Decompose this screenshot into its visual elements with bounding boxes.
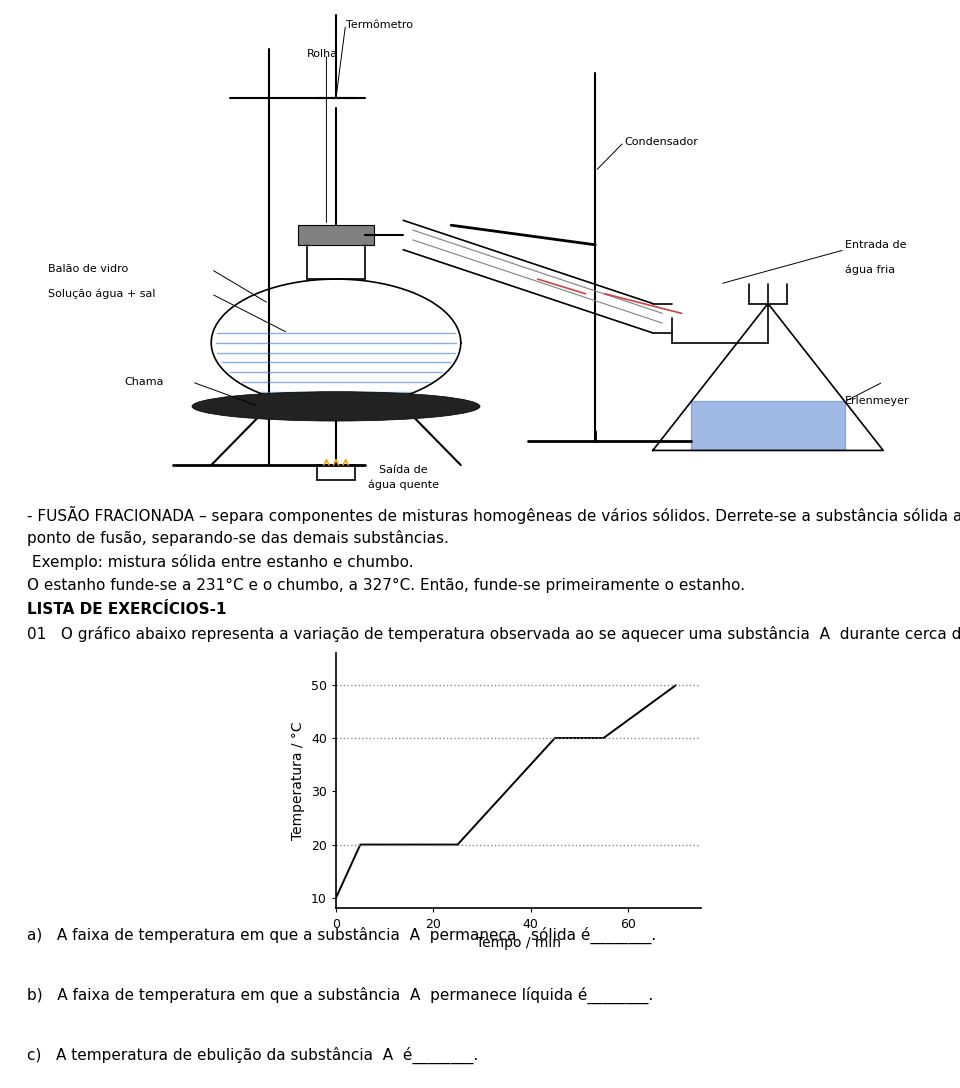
Text: Saída de: Saída de: [379, 465, 427, 474]
Text: Termômetro: Termômetro: [346, 20, 413, 29]
Text: Solução água + sal: Solução água + sal: [48, 288, 156, 299]
Text: b)   A faixa de temperatura em que a substância  A  permanece líquida é________.: b) A faixa de temperatura em que a subst…: [27, 987, 653, 1004]
Text: O estanho funde-se a 231°C e o chumbo, a 327°C. Então, funde-se primeiramente o : O estanho funde-se a 231°C e o chumbo, a…: [27, 578, 745, 593]
X-axis label: Tempo / min: Tempo / min: [476, 936, 561, 950]
Text: LISTA DE EXERCÍCIOS-1: LISTA DE EXERCÍCIOS-1: [27, 602, 227, 617]
Text: c)   A temperatura de ebulição da substância  A  é________.: c) A temperatura de ebulição da substânc…: [27, 1047, 478, 1064]
Ellipse shape: [192, 392, 480, 421]
Text: Entrada de: Entrada de: [845, 239, 906, 250]
Text: Exemplo: mistura sólida entre estanho e chumbo.: Exemplo: mistura sólida entre estanho e …: [27, 554, 414, 570]
Text: Chama: Chama: [125, 376, 164, 387]
Text: 01   O gráfico abaixo representa a variação de temperatura observada ao se aquec: 01 O gráfico abaixo representa a variaçã…: [27, 626, 960, 642]
Text: a)   A faixa de temperatura em que a substância  A  permaneca   sólida é________: a) A faixa de temperatura em que a subst…: [27, 927, 656, 944]
Text: ponto de fusão, separando-se das demais substâncias.: ponto de fusão, separando-se das demais …: [27, 530, 448, 546]
Text: água quente: água quente: [368, 479, 439, 490]
Text: Erlenmeyer: Erlenmeyer: [845, 396, 909, 407]
Text: - FUSÃO FRACIONADA – separa componentes de misturas homogêneas de vários sólidos: - FUSÃO FRACIONADA – separa componentes …: [27, 506, 960, 524]
Text: Rolha: Rolha: [307, 49, 338, 59]
Text: Condensador: Condensador: [624, 137, 698, 147]
Bar: [298, 225, 374, 245]
Text: Balão de vidro: Balão de vidro: [48, 264, 129, 274]
Text: água fria: água fria: [845, 264, 895, 274]
Y-axis label: Temperatura / °C: Temperatura / °C: [292, 721, 305, 840]
